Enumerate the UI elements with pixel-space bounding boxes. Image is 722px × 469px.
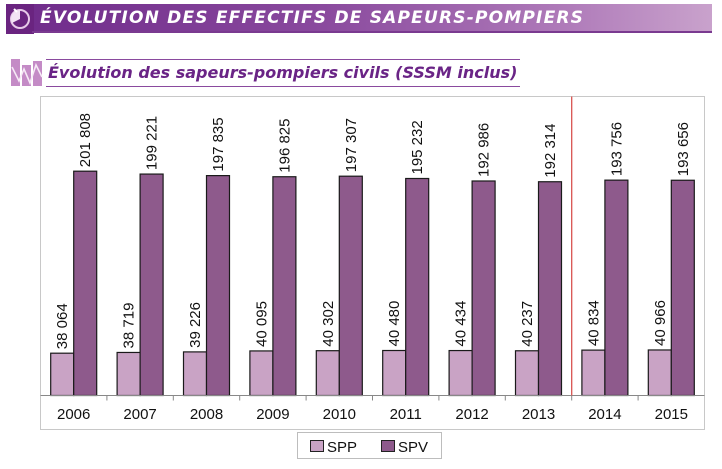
x-tick-label-2010: 2010 <box>323 406 356 423</box>
bar-spp-2006 <box>50 352 75 397</box>
legend-label-spv: SPV <box>398 439 428 456</box>
data-label-spp-2012: 40 434 <box>453 301 470 347</box>
data-label-spp-2015: 40 966 <box>652 300 669 346</box>
x-tick-label-2006: 2006 <box>57 406 90 423</box>
legend-swatch-spv <box>381 440 395 452</box>
data-label-spp-2008: 39 226 <box>187 302 204 348</box>
bar-spp-2009 <box>249 350 274 397</box>
data-label-spp-2010: 40 302 <box>320 301 337 347</box>
section-title-top-rule <box>46 59 520 60</box>
data-label-spp-2006: 38 064 <box>54 303 71 349</box>
bar-spv-2011 <box>405 177 430 397</box>
bar-spv-2007 <box>139 173 164 397</box>
data-label-spp-2014: 40 834 <box>585 300 602 346</box>
legend: SPP SPV <box>297 432 442 459</box>
bar-spv-2013 <box>537 181 563 397</box>
pie-chart-icon <box>10 8 30 29</box>
bar-spp-2014 <box>581 349 606 397</box>
data-label-spv-2013: 192 314 <box>542 124 559 178</box>
x-tick-label-2009: 2009 <box>256 406 289 423</box>
bar-spv-2008 <box>205 175 231 397</box>
bar-spv-2009 <box>272 176 297 397</box>
x-tick-label-2007: 2007 <box>123 406 156 423</box>
bar-spv-2006 <box>73 170 98 397</box>
x-tick-label-2011: 2011 <box>390 406 422 423</box>
data-label-spv-2010: 197 307 <box>343 118 360 172</box>
bar-spp-2011 <box>382 349 407 397</box>
bar-spp-2008 <box>182 351 208 397</box>
header-underline <box>32 31 712 33</box>
bar-spp-2013 <box>514 350 540 397</box>
data-label-spv-2006: 201 808 <box>77 113 94 167</box>
x-tick-label-2012: 2012 <box>455 406 488 423</box>
header-banner <box>6 4 712 32</box>
chart-frame <box>40 96 705 430</box>
bar-spp-2015 <box>647 349 672 397</box>
data-label-spp-2007: 38 719 <box>121 303 138 349</box>
data-label-spv-2011: 195 232 <box>409 120 426 174</box>
header-title: ÉVOLUTION DES EFFECTIFS DE SAPEURS-POMPI… <box>40 8 585 28</box>
bar-spv-2010 <box>338 175 363 397</box>
x-tick-label-2015: 2015 <box>655 406 688 423</box>
x-tick-label-2008: 2008 <box>190 406 223 423</box>
header-icon-box <box>6 4 34 34</box>
bar-spv-2014 <box>604 179 629 397</box>
legend-swatch-spp <box>310 440 324 452</box>
data-label-spp-2009: 40 095 <box>253 301 270 347</box>
bar-spp-2010 <box>315 350 340 397</box>
bar-spv-2015 <box>670 179 695 397</box>
x-tick-label-2013: 2013 <box>522 406 555 423</box>
data-label-spv-2012: 192 986 <box>476 123 493 177</box>
data-label-spv-2014: 193 756 <box>608 122 625 176</box>
bar-spp-2007 <box>116 351 141 397</box>
data-label-spv-2015: 193 656 <box>675 122 692 176</box>
legend-label-spp: SPP <box>327 439 357 456</box>
data-label-spv-2007: 199 221 <box>144 116 161 170</box>
data-label-spp-2013: 40 237 <box>519 301 536 347</box>
section-title-bottom-rule <box>46 86 520 87</box>
data-label-spv-2009: 196 825 <box>276 118 293 172</box>
bar-spp-2012 <box>448 349 473 397</box>
x-tick-label-2014: 2014 <box>588 406 621 423</box>
section-title: Évolution des sapeurs-pompiers civils (S… <box>48 63 518 82</box>
line-chart-icon <box>11 59 43 86</box>
data-label-spp-2011: 40 480 <box>386 301 403 347</box>
bar-spv-2012 <box>471 180 496 397</box>
data-label-spv-2008: 197 835 <box>210 117 227 171</box>
